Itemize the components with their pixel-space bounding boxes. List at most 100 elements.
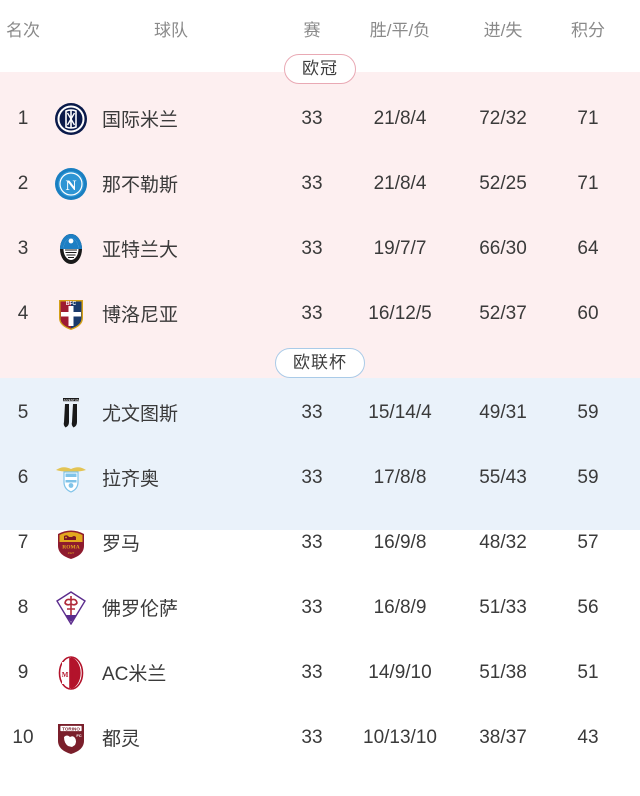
lazio-crest-icon [54, 461, 88, 495]
row-wdl: 19/7/7 [373, 237, 427, 259]
row-points: 64 [577, 237, 599, 259]
europa-league-zone-background [0, 378, 640, 530]
table-row[interactable]: 5 JUVENTUS 尤文图斯 33 15/14/4 49/31 59 [0, 380, 640, 445]
champions-league-zone-background [0, 72, 640, 378]
column-header-gfga: 进/失 [483, 20, 523, 40]
zone-divider-europa-league: 欧联杯 [0, 346, 640, 380]
row-rank: 7 [17, 531, 29, 553]
row-wdl: 16/9/8 [373, 531, 427, 553]
europa-league-badge: 欧联杯 [275, 348, 365, 378]
row-rank: 5 [17, 401, 29, 423]
table-row[interactable]: 7 ROMA 1927 罗马 33 16/9/8 48/32 57 [0, 510, 640, 575]
row-team-cell: JUVENTUS 尤文图斯 [46, 396, 278, 430]
row-played: 33 [301, 237, 323, 259]
inter-crest-icon [54, 102, 88, 136]
row-wdl: 16/12/5 [368, 302, 432, 324]
bologna-crest-icon: BFC [54, 297, 88, 331]
row-team-name: 亚特兰大 [102, 240, 179, 261]
svg-text:M: M [62, 671, 69, 679]
table-row[interactable]: 3 亚特兰大 33 19/7/7 66/30 64 [0, 216, 640, 281]
row-points: 43 [577, 726, 599, 748]
row-rank: 10 [12, 726, 34, 748]
row-team-name: AC米兰 [102, 664, 167, 685]
row-rank: 2 [17, 172, 29, 194]
svg-text:1927: 1927 [68, 551, 75, 555]
row-rank: 9 [17, 661, 29, 683]
row-team-cell: BFC 博洛尼亚 [46, 297, 278, 331]
roma-crest-icon: ROMA 1927 [54, 526, 88, 560]
row-wdl: 16/8/9 [373, 596, 427, 618]
table-row[interactable]: 2 N 那不勒斯 33 21/8/4 52/25 71 [0, 151, 640, 216]
column-header-rank: 名次 [6, 20, 40, 40]
row-wdl: 10/13/10 [363, 726, 437, 748]
row-team-cell: 国际米兰 [46, 102, 278, 136]
svg-text:N: N [66, 178, 77, 194]
row-team-cell: 拉齐奥 [46, 461, 278, 495]
row-played: 33 [301, 302, 323, 324]
atalanta-crest-icon [54, 232, 88, 266]
table-row[interactable]: 4 BFC 博洛尼亚 33 16/12/5 52/37 60 [0, 281, 640, 346]
torino-crest-icon: TORINO FC [54, 721, 88, 755]
row-team-name: 都灵 [102, 729, 141, 750]
row-points: 71 [577, 107, 599, 129]
column-header-points: 积分 [571, 20, 605, 40]
table-row[interactable]: 6 拉齐奥 33 17/8/8 55/43 59 [0, 445, 640, 510]
column-header-wdl: 胜/平/负 [369, 20, 431, 40]
row-points: 51 [577, 661, 599, 683]
row-points: 59 [577, 401, 599, 423]
svg-text:TORINO: TORINO [62, 726, 80, 731]
row-gfga: 55/43 [479, 466, 527, 488]
svg-text:ROMA: ROMA [62, 544, 79, 550]
row-gfga: 38/37 [479, 726, 527, 748]
row-gfga: 66/30 [479, 237, 527, 259]
svg-text:FC: FC [76, 733, 81, 738]
champions-league-badge: 欧冠 [284, 54, 356, 84]
row-played: 33 [301, 107, 323, 129]
svg-text:BFC: BFC [66, 301, 77, 307]
table-row[interactable]: 8 佛罗伦萨 33 16/8/9 51/33 56 [0, 575, 640, 640]
row-gfga: 52/37 [479, 302, 527, 324]
juventus-crest-icon: JUVENTUS [54, 396, 88, 430]
napoli-crest-icon: N [54, 167, 88, 201]
row-points: 60 [577, 302, 599, 324]
row-team-cell: M AC米兰 [46, 655, 278, 690]
row-points: 56 [577, 596, 599, 618]
row-played: 33 [301, 466, 323, 488]
row-team-cell: TORINO FC 都灵 [46, 721, 278, 755]
row-gfga: 51/38 [479, 661, 527, 683]
row-rank: 6 [17, 466, 29, 488]
row-wdl: 17/8/8 [373, 466, 427, 488]
row-team-cell: ROMA 1927 罗马 [46, 526, 278, 560]
row-points: 57 [577, 531, 599, 553]
column-header-played: 赛 [303, 20, 321, 40]
acmilan-crest-icon: M [54, 655, 88, 690]
row-played: 33 [301, 401, 323, 423]
row-gfga: 52/25 [479, 172, 527, 194]
row-points: 59 [577, 466, 599, 488]
fiorentina-crest-icon [54, 590, 88, 625]
table-row[interactable]: 1 国际米兰 33 21/8/4 72/32 71 [0, 86, 640, 151]
row-team-cell: 亚特兰大 [46, 232, 278, 266]
row-team-name: 那不勒斯 [102, 175, 179, 196]
row-gfga: 49/31 [479, 401, 527, 423]
row-played: 33 [301, 596, 323, 618]
row-rank: 3 [17, 237, 29, 259]
row-team-name: 佛罗伦萨 [102, 599, 179, 620]
row-team-cell: N 那不勒斯 [46, 167, 278, 201]
row-team-name: 博洛尼亚 [102, 305, 179, 326]
row-wdl: 21/8/4 [373, 107, 427, 129]
row-wdl: 14/9/10 [368, 661, 432, 683]
row-team-name: 国际米兰 [102, 110, 179, 131]
row-team-name: 尤文图斯 [102, 404, 179, 425]
row-rank: 1 [17, 107, 29, 129]
row-points: 71 [577, 172, 599, 194]
row-team-name: 拉齐奥 [102, 469, 160, 490]
row-played: 33 [301, 726, 323, 748]
row-wdl: 15/14/4 [368, 401, 432, 423]
table-row[interactable]: 9 M AC米兰 33 14/9/10 51/38 51 [0, 640, 640, 705]
row-rank: 8 [17, 596, 29, 618]
table-row[interactable]: 10 TORINO FC 都灵 33 10/13/10 38/37 43 [0, 705, 640, 770]
row-gfga: 51/33 [479, 596, 527, 618]
zone-divider-champions-league: 欧冠 [0, 52, 640, 86]
row-rank: 4 [17, 302, 29, 324]
